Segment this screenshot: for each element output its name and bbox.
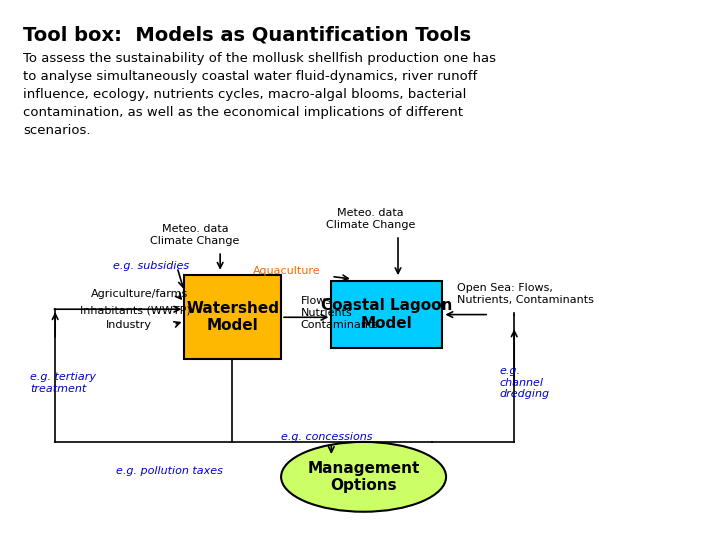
Text: Watershed
Model: Watershed Model	[186, 301, 279, 333]
Text: Open Sea: Flows,
Nutrients, Contaminants: Open Sea: Flows, Nutrients, Contaminants	[456, 284, 594, 305]
Text: e.g. tertiary
treatment: e.g. tertiary treatment	[30, 372, 96, 394]
Text: To assess the sustainability of the mollusk shellfish production one has
to anal: To assess the sustainability of the moll…	[23, 52, 496, 137]
Text: Tool box:  Models as Quantification Tools: Tool box: Models as Quantification Tools	[23, 25, 471, 45]
Ellipse shape	[281, 442, 446, 512]
Text: e.g. concessions: e.g. concessions	[281, 431, 373, 442]
Text: Flows
Nutrients
Contaminants: Flows Nutrients Contaminants	[300, 296, 379, 329]
Text: Management
Options: Management Options	[307, 461, 420, 493]
Text: Meteo. data
Climate Change: Meteo. data Climate Change	[326, 208, 415, 230]
FancyBboxPatch shape	[184, 275, 281, 359]
Text: Aquaculture: Aquaculture	[253, 266, 320, 276]
FancyBboxPatch shape	[331, 281, 443, 348]
Text: Industry: Industry	[105, 320, 151, 330]
Text: Coastal Lagoon
Model: Coastal Lagoon Model	[321, 298, 453, 330]
Text: Inhabitants (WWTP): Inhabitants (WWTP)	[81, 305, 191, 315]
Text: e.g.
channel
dredging: e.g. channel dredging	[500, 366, 550, 400]
Text: e.g. subsidies: e.g. subsidies	[112, 261, 189, 271]
Text: Agriculture/farms: Agriculture/farms	[91, 289, 189, 299]
Text: Meteo. data
Climate Change: Meteo. data Climate Change	[150, 224, 240, 246]
Text: e.g. pollution taxes: e.g. pollution taxes	[116, 467, 223, 476]
